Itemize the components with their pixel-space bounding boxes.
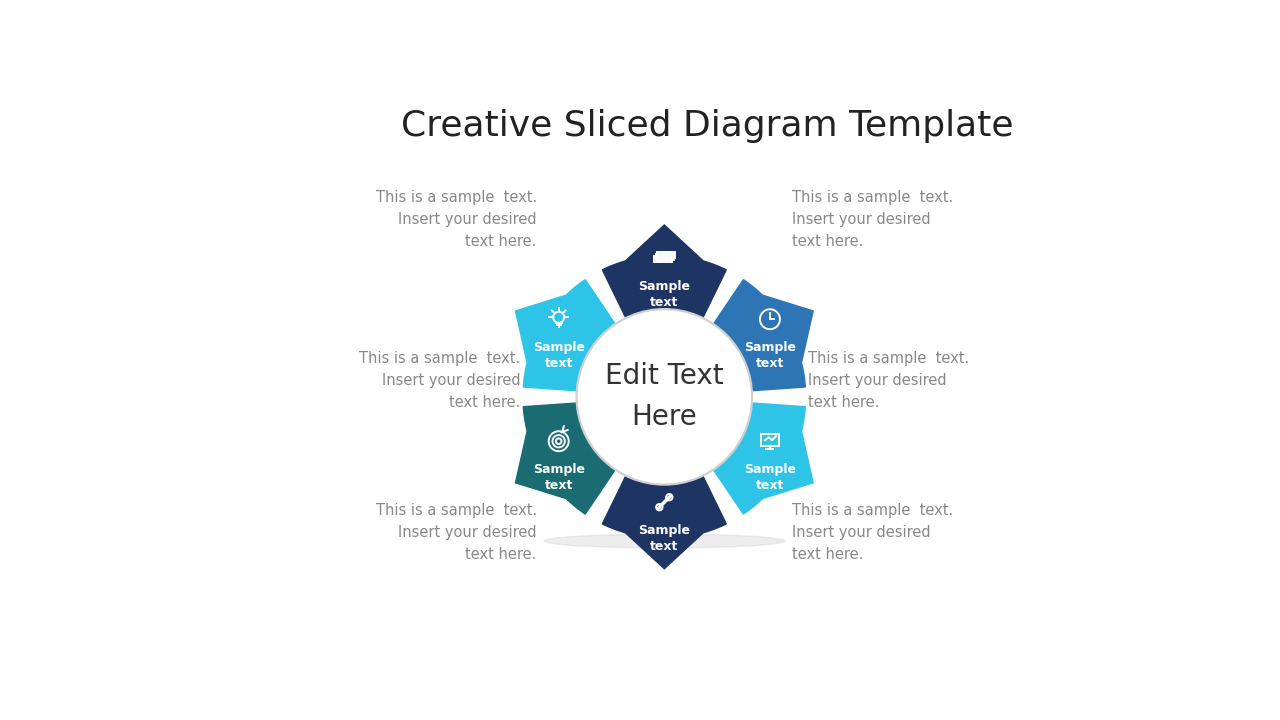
Text: This is a sample  text.
Insert your desired
text here.: This is a sample text. Insert your desir… [809, 351, 970, 410]
Bar [655, 254, 673, 260]
Text: Edit Text
Here: Edit Text Here [605, 362, 723, 431]
Circle shape [579, 311, 750, 483]
Text: Sample
text: Sample text [639, 524, 690, 554]
Text: This is a sample  text.
Insert your desired
text here.: This is a sample text. Insert your desir… [375, 190, 536, 249]
Bar [762, 434, 780, 446]
Text: This is a sample  text.
Insert your desired
text here.: This is a sample text. Insert your desir… [375, 503, 536, 562]
Polygon shape [713, 403, 813, 514]
Ellipse shape [544, 534, 785, 548]
Text: This is a sample  text.
Insert your desired
text here.: This is a sample text. Insert your desir… [792, 190, 954, 249]
Polygon shape [516, 403, 616, 514]
Text: Sample
text: Sample text [744, 341, 796, 370]
Polygon shape [516, 279, 616, 391]
Text: Sample
text: Sample text [639, 280, 690, 310]
Bar [654, 256, 672, 262]
Text: This is a sample  text.
Insert your desired
text here.: This is a sample text. Insert your desir… [358, 351, 520, 410]
Text: Sample
text: Sample text [532, 464, 585, 492]
Polygon shape [603, 474, 726, 569]
Text: Sample
text: Sample text [532, 341, 585, 370]
Text: This is a sample  text.
Insert your desired
text here.: This is a sample text. Insert your desir… [792, 503, 954, 562]
Polygon shape [713, 279, 813, 391]
Polygon shape [603, 225, 726, 320]
Circle shape [576, 309, 753, 485]
Bar [658, 252, 676, 258]
Text: Creative Sliced Diagram Template: Creative Sliced Diagram Template [401, 109, 1014, 143]
Text: Sample
text: Sample text [744, 464, 796, 492]
